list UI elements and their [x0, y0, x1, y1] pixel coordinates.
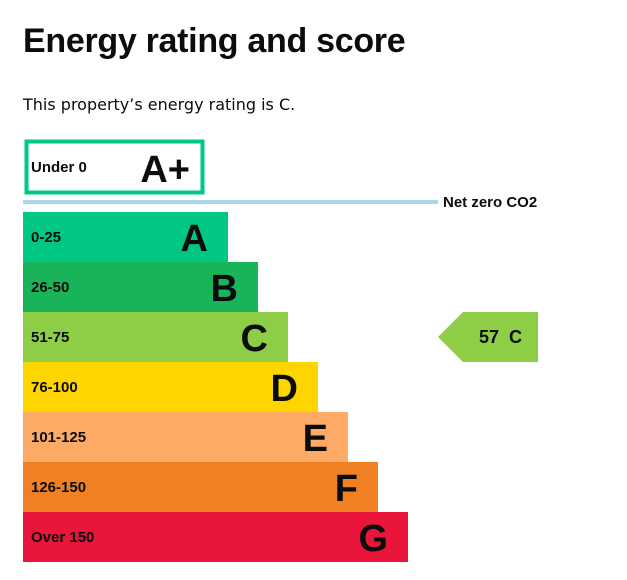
- band-d-letter: D: [271, 368, 298, 410]
- current-rating-label: 57 C: [479, 327, 522, 347]
- band-aplus-outline: [24, 139, 205, 195]
- band-g-bar: [23, 512, 408, 562]
- band-aplus-letter: A+: [140, 149, 190, 191]
- band-d-range: 76-100: [31, 379, 78, 396]
- band-g-range: Over 150: [31, 529, 94, 546]
- band-b-letter: B: [211, 268, 238, 310]
- band-b-range: 26-50: [31, 279, 69, 296]
- band-c-bar: [23, 312, 288, 362]
- band-d-bar: [23, 362, 318, 412]
- page-title: Energy rating and score: [23, 22, 406, 60]
- band-a-letter: A: [181, 218, 208, 260]
- band-e-letter: E: [303, 418, 328, 460]
- current-rating-arrow: [438, 312, 538, 362]
- band-a-range: 0-25: [31, 229, 61, 246]
- band-aplus-range: Under 0: [31, 159, 87, 176]
- band-a-bar: [23, 212, 228, 262]
- band-e-bar: [23, 412, 348, 462]
- band-g-letter: G: [358, 518, 388, 560]
- band-c-letter: C: [241, 318, 268, 360]
- band-f-range: 126-150: [31, 479, 86, 496]
- band-f-bar: [23, 462, 378, 512]
- band-f-letter: F: [335, 468, 358, 510]
- band-c-range: 51-75: [31, 329, 69, 346]
- net-zero-label: Net zero CO2: [443, 194, 537, 211]
- band-b-bar: [23, 262, 258, 312]
- band-e-range: 101-125: [31, 429, 86, 446]
- rating-summary: This property’s energy rating is C.: [23, 95, 296, 114]
